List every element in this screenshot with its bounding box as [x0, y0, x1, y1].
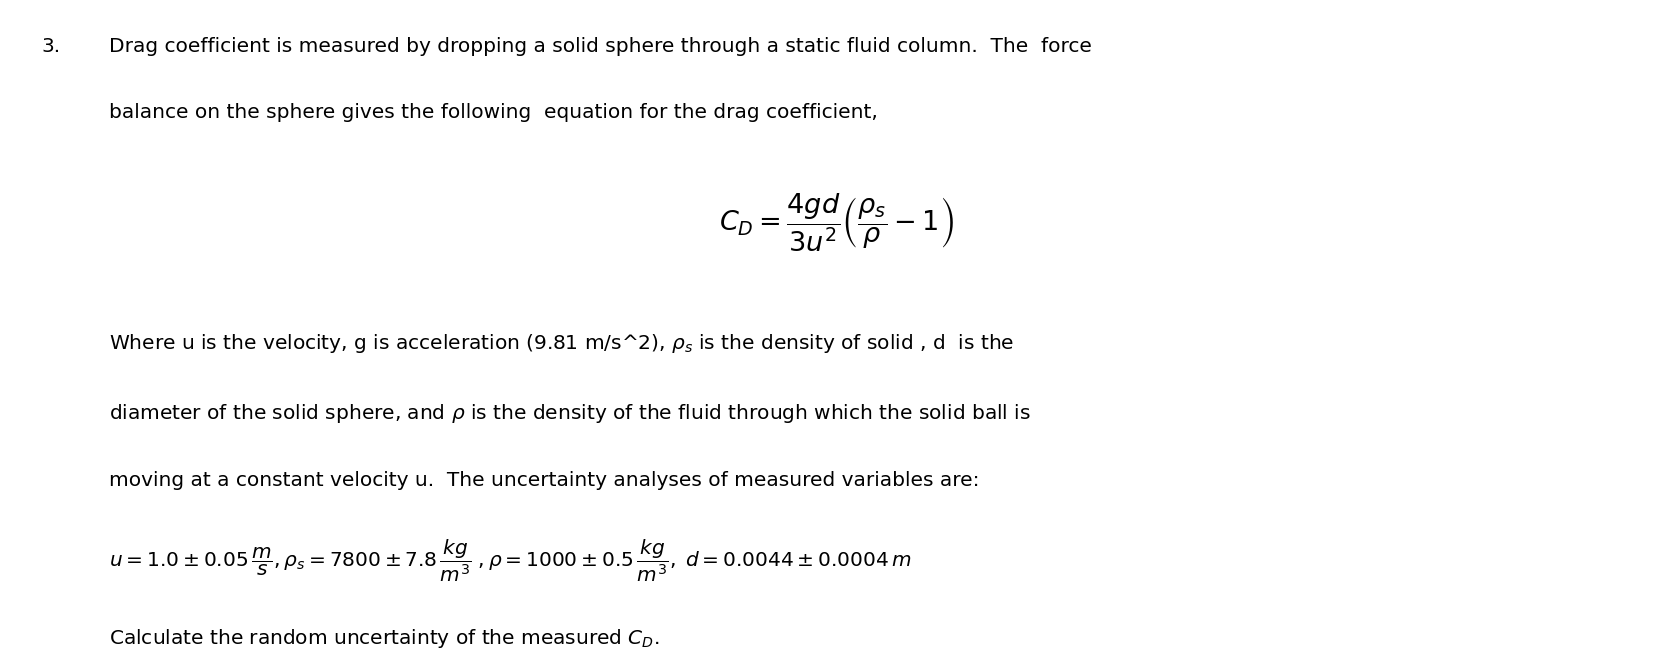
Text: $C_D = \dfrac{4gd}{3u^2}\left(\dfrac{\rho_s}{\rho} - 1\right)$: $C_D = \dfrac{4gd}{3u^2}\left(\dfrac{\rh… [719, 191, 954, 254]
Text: moving at a constant velocity u.  The uncertainty analyses of measured variables: moving at a constant velocity u. The unc… [109, 471, 979, 491]
Text: diameter of the solid sphere, and $\rho$ is the density of the fluid through whi: diameter of the solid sphere, and $\rho$… [109, 402, 1031, 425]
Text: balance on the sphere gives the following  equation for the drag coefficient,: balance on the sphere gives the followin… [109, 103, 877, 122]
Text: Where u is the velocity, g is acceleration (9.81 m/s^2), $\rho_s$ is the density: Where u is the velocity, g is accelerati… [109, 332, 1014, 355]
Text: 3.: 3. [42, 37, 60, 56]
Text: $u = 1.0 \pm 0.05\,\dfrac{m}{s},\rho_s = 7800 \pm 7.8\,\dfrac{kg}{m^3}\;,\rho = : $u = 1.0 \pm 0.05\,\dfrac{m}{s},\rho_s =… [109, 538, 910, 584]
Text: Drag coefficient is measured by dropping a solid sphere through a static fluid c: Drag coefficient is measured by dropping… [109, 37, 1091, 56]
Text: Calculate the random uncertainty of the measured $C_D$.: Calculate the random uncertainty of the … [109, 627, 659, 651]
